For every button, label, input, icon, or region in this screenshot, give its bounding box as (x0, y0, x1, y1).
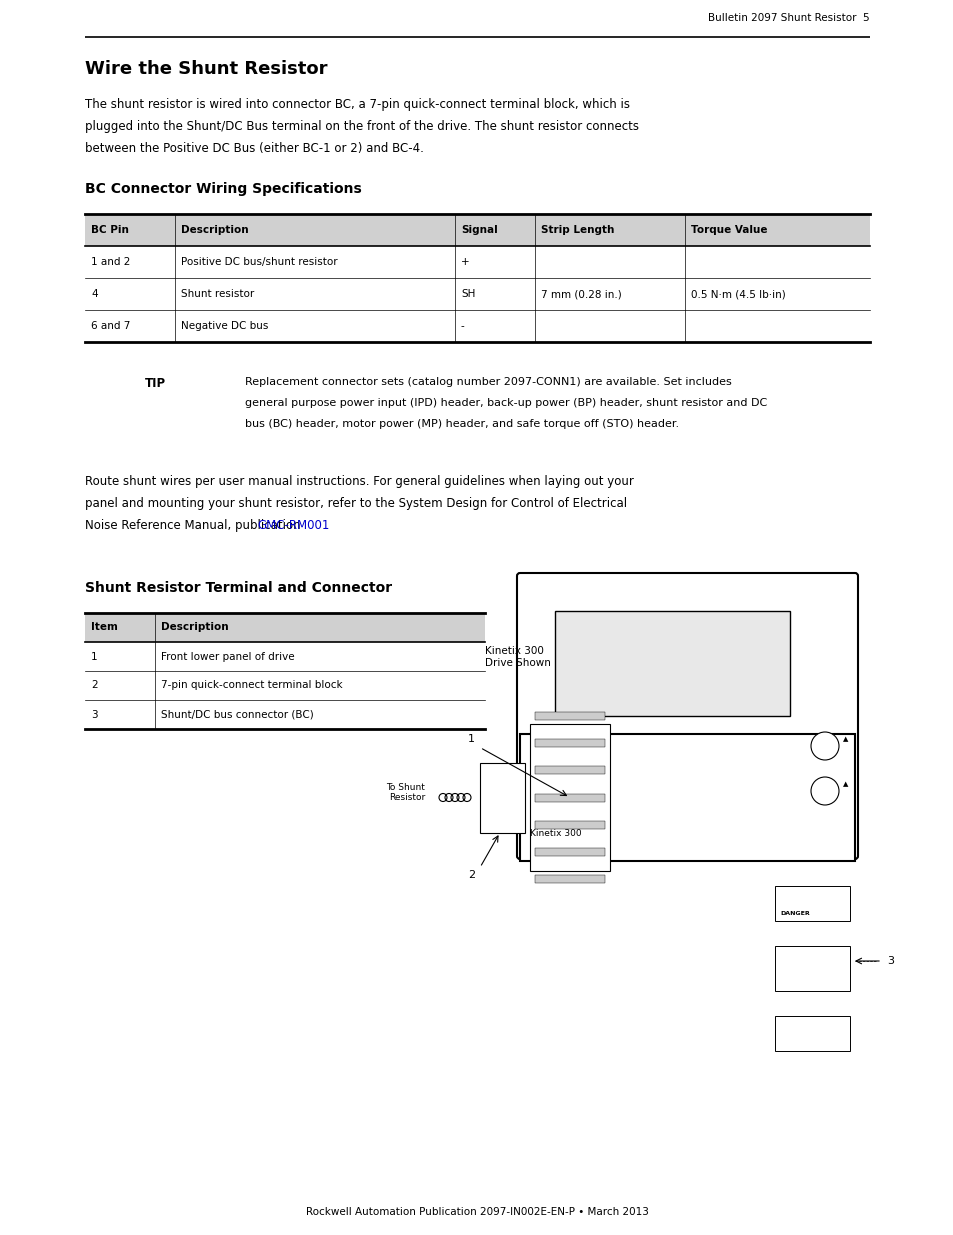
Text: 2: 2 (91, 680, 97, 690)
Text: GMC-RM001: GMC-RM001 (257, 519, 330, 532)
Bar (774, 1016, 849, 1051)
Text: SH: SH (460, 289, 475, 299)
Text: Wire the Shunt Resistor: Wire the Shunt Resistor (85, 61, 327, 78)
Text: general purpose power input (IPD) header, back-up power (BP) header, shunt resis: general purpose power input (IPD) header… (245, 398, 766, 408)
Text: Kinetix 300
Drive Shown: Kinetix 300 Drive Shown (484, 646, 550, 668)
Bar (479, 762, 524, 832)
Text: Front lower panel of drive: Front lower panel of drive (161, 652, 294, 662)
Text: Strip Length: Strip Length (540, 225, 614, 235)
Text: Shunt Resistor Terminal and Connector: Shunt Resistor Terminal and Connector (85, 580, 392, 595)
Circle shape (810, 777, 838, 805)
Text: Shunt resistor: Shunt resistor (181, 289, 254, 299)
Text: Signal: Signal (460, 225, 497, 235)
Text: 0.5 N·m (4.5 lb·in): 0.5 N·m (4.5 lb·in) (690, 289, 785, 299)
Bar (530, 724, 609, 871)
Bar (535, 713, 604, 720)
Bar (555, 611, 789, 716)
Text: 7 mm (0.28 in.): 7 mm (0.28 in.) (540, 289, 621, 299)
Text: The shunt resistor is wired into connector BC, a 7-pin quick-connect terminal bl: The shunt resistor is wired into connect… (85, 98, 629, 111)
Text: bus (BC) header, motor power (MP) header, and safe torque off (STO) header.: bus (BC) header, motor power (MP) header… (245, 419, 679, 429)
Text: Description: Description (161, 622, 229, 632)
Text: Route shunt wires per user manual instructions. For general guidelines when layi: Route shunt wires per user manual instru… (85, 475, 633, 488)
Text: -: - (460, 321, 464, 331)
Text: Shunt/DC bus connector (BC): Shunt/DC bus connector (BC) (161, 709, 314, 720)
Bar (535, 794, 604, 802)
Text: between the Positive DC Bus (either BC-1 or 2) and BC-4.: between the Positive DC Bus (either BC-1… (85, 142, 423, 156)
Text: plugged into the Shunt/DC Bus terminal on the front of the drive. The shunt resi: plugged into the Shunt/DC Bus terminal o… (85, 120, 639, 133)
Text: 7-pin quick-connect terminal block: 7-pin quick-connect terminal block (161, 680, 342, 690)
Text: 3: 3 (886, 956, 893, 966)
Bar (535, 740, 604, 747)
Text: Bulletin 2097 Shunt Resistor  5: Bulletin 2097 Shunt Resistor 5 (708, 14, 869, 23)
Text: ▲: ▲ (842, 781, 847, 787)
Text: 6 and 7: 6 and 7 (91, 321, 131, 331)
Text: Rockwell Automation Publication 2097-IN002E-EN-P • March 2013: Rockwell Automation Publication 2097-IN0… (305, 1207, 648, 1216)
FancyBboxPatch shape (517, 573, 857, 860)
Text: TIP: TIP (145, 377, 166, 390)
Text: Negative DC bus: Negative DC bus (181, 321, 268, 331)
Text: Description: Description (181, 225, 249, 235)
Bar (774, 946, 849, 990)
Bar (774, 885, 849, 921)
Text: 2: 2 (467, 871, 475, 881)
Text: 1: 1 (91, 652, 97, 662)
Bar (535, 767, 604, 774)
Bar (535, 848, 604, 856)
Bar (535, 876, 604, 883)
Text: DANGER: DANGER (780, 911, 809, 916)
Text: panel and mounting your shunt resistor, refer to the System Design for Control o: panel and mounting your shunt resistor, … (85, 496, 626, 510)
Bar (535, 821, 604, 829)
Bar (519, 734, 854, 861)
Text: To Shunt
Resistor: To Shunt Resistor (386, 783, 424, 803)
Text: Torque Value: Torque Value (690, 225, 767, 235)
Text: Noise Reference Manual, publication: Noise Reference Manual, publication (85, 519, 304, 532)
Text: +: + (460, 257, 469, 267)
Text: 4: 4 (91, 289, 97, 299)
Text: 1 and 2: 1 and 2 (91, 257, 131, 267)
Text: Item: Item (91, 622, 118, 632)
Text: Kinetix 300: Kinetix 300 (530, 829, 581, 839)
Text: 3: 3 (91, 709, 97, 720)
Text: Replacement connector sets (catalog number 2097-CONN1) are available. Set includ: Replacement connector sets (catalog numb… (245, 377, 731, 387)
Text: ▲: ▲ (842, 736, 847, 742)
Bar (85, 214, 869, 246)
Bar (85, 613, 484, 642)
Text: 1: 1 (468, 735, 475, 745)
Text: Positive DC bus/shunt resistor: Positive DC bus/shunt resistor (181, 257, 337, 267)
Text: BC Connector Wiring Specifications: BC Connector Wiring Specifications (85, 182, 361, 196)
Circle shape (810, 732, 838, 760)
Text: BC Pin: BC Pin (91, 225, 129, 235)
